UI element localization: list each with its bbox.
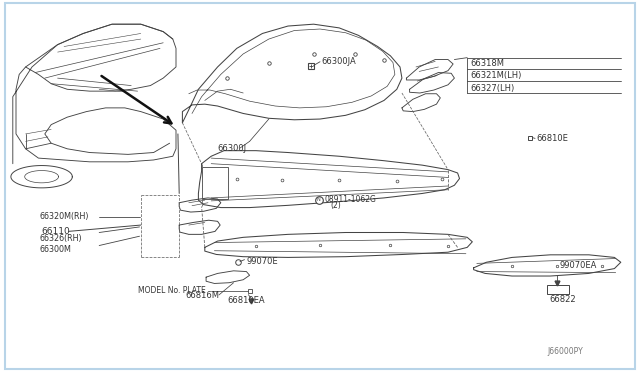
Text: 66327(LH): 66327(LH) xyxy=(470,84,515,93)
Text: J66000PY: J66000PY xyxy=(547,347,583,356)
Text: 66300JA: 66300JA xyxy=(321,57,356,65)
Text: MODEL No. PLATE: MODEL No. PLATE xyxy=(138,286,205,295)
Text: 66816M: 66816M xyxy=(186,291,220,300)
Text: 66321M(LH): 66321M(LH) xyxy=(470,71,522,80)
Text: 66822: 66822 xyxy=(549,295,576,304)
Text: 99070E: 99070E xyxy=(246,257,278,266)
Text: 99070EA: 99070EA xyxy=(560,262,597,270)
Text: 66320M(RH): 66320M(RH) xyxy=(40,212,89,221)
Text: N: N xyxy=(317,197,321,202)
Bar xyxy=(547,285,569,294)
FancyBboxPatch shape xyxy=(202,167,228,199)
Text: 66326(RH): 66326(RH) xyxy=(40,234,83,243)
Text: 66110: 66110 xyxy=(42,227,70,236)
Text: 66318M: 66318M xyxy=(470,59,504,68)
Text: 66810E: 66810E xyxy=(536,134,568,143)
Text: (2): (2) xyxy=(330,201,341,210)
Text: 66810EA: 66810EA xyxy=(227,296,265,305)
Text: 66300M: 66300M xyxy=(40,245,72,254)
Text: 66300J: 66300J xyxy=(218,144,247,153)
Text: 08911-1062G: 08911-1062G xyxy=(324,195,376,203)
